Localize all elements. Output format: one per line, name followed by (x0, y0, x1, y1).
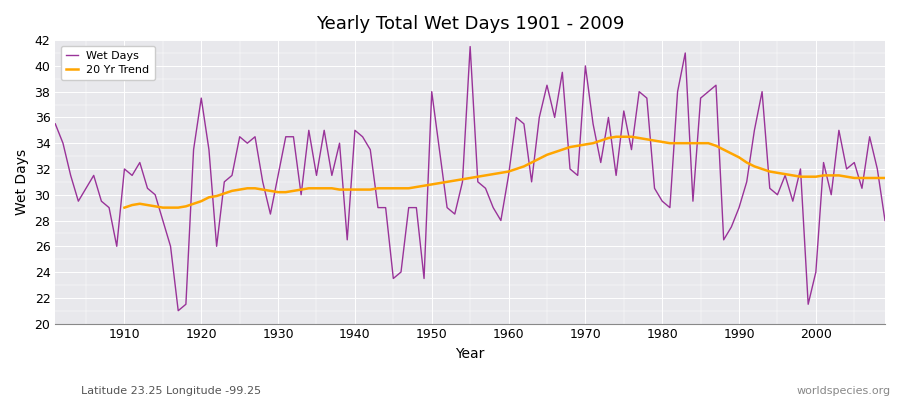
20 Yr Trend (511, 166, 522, 171)
Legend: Wet Days, 20 Yr Trend: Wet Days, 20 Yr Trend (61, 46, 155, 80)
Wet Days (50, 122, 60, 126)
Wet Days (518, 122, 529, 126)
Y-axis label: Wet Days: Wet Days (15, 149, 29, 215)
Wet Days (879, 218, 890, 223)
Wet Days (288, 134, 299, 139)
Wet Days (334, 141, 345, 146)
20 Yr Trend (572, 143, 583, 148)
Title: Yearly Total Wet Days 1901 - 2009: Yearly Total Wet Days 1901 - 2009 (316, 15, 625, 33)
20 Yr Trend (849, 176, 859, 180)
Wet Days (464, 44, 475, 49)
20 Yr Trend (611, 134, 622, 139)
Line: 20 Yr Trend: 20 Yr Trend (124, 137, 885, 208)
Wet Days (511, 115, 522, 120)
Wet Days (173, 308, 184, 313)
Text: worldspecies.org: worldspecies.org (796, 386, 891, 396)
20 Yr Trend (879, 176, 890, 180)
X-axis label: Year: Year (455, 347, 485, 361)
20 Yr Trend (265, 188, 275, 193)
20 Yr Trend (296, 187, 307, 192)
Line: Wet Days: Wet Days (55, 46, 885, 311)
20 Yr Trend (826, 173, 837, 178)
Text: Latitude 23.25 Longitude -99.25: Latitude 23.25 Longitude -99.25 (81, 386, 261, 396)
Wet Days (611, 173, 622, 178)
Wet Days (112, 244, 122, 249)
20 Yr Trend (119, 205, 130, 210)
